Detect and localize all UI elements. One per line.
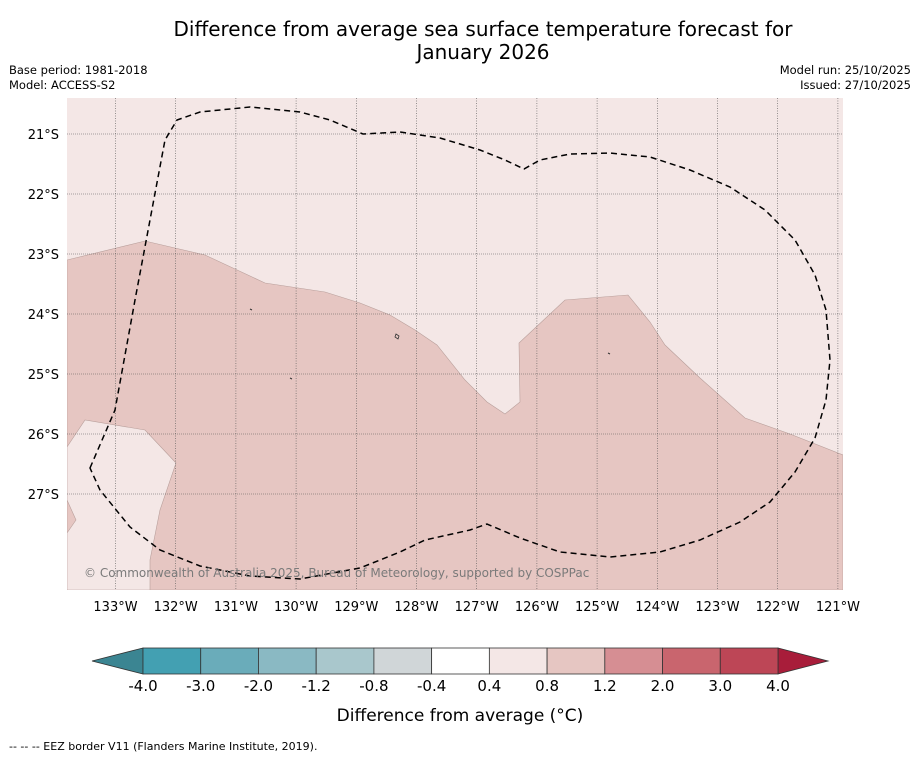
- colorbar-segment: [662, 647, 721, 675]
- longitude-label: 122°W: [756, 600, 800, 615]
- latitude-label: 26°S: [28, 428, 59, 443]
- title-line-1: Difference from average sea surface temp…: [173, 17, 793, 41]
- island-marker: [394, 333, 400, 340]
- latitude-label: 23°S: [28, 248, 59, 263]
- colorbar: -4.0 -3.0 -2.0 -1.2 -0.8 -0.4 0.4 0.8 1.2 2.0 3.0 4…: [91, 647, 830, 695]
- longitude-label: 126°W: [515, 600, 559, 615]
- graticule: [67, 98, 843, 590]
- colorbar-segment: [488, 647, 548, 675]
- latitude-label: 25°S: [28, 368, 59, 383]
- latitude-label: 24°S: [28, 308, 59, 323]
- colorbar-tick-label: 0.8: [535, 677, 559, 695]
- island-marker: [289, 377, 293, 380]
- colorbar-tick-label: -1.2: [302, 677, 331, 695]
- longitude-label: 130°W: [274, 600, 318, 615]
- sst-anomaly-map: © Commonwealth of Australia 2025, Bureau…: [28, 98, 860, 726]
- colorbar-tick-label: -0.8: [359, 677, 388, 695]
- colorbar-tick-label: 0.4: [477, 677, 501, 695]
- longitude-label: 123°W: [695, 600, 739, 615]
- colorbar-tick-label: 2.0: [651, 677, 675, 695]
- longitude-label: 127°W: [455, 600, 499, 615]
- latitude-label: 21°S: [28, 128, 59, 143]
- longitude-label: 128°W: [394, 600, 438, 615]
- colorbar-tick-label: 3.0: [708, 677, 732, 695]
- island-marker: [607, 352, 611, 355]
- longitude-label: 133°W: [93, 600, 137, 615]
- meta-left: Base period: 1981-2018 Model: ACCESS-S2: [9, 63, 148, 93]
- colorbar-tick-label: -2.0: [244, 677, 273, 695]
- title-line-2: January 2026: [416, 40, 550, 64]
- colorbar-tick-label: -0.4: [417, 677, 446, 695]
- colorbar-tick-label: -3.0: [186, 677, 215, 695]
- longitude-label: 129°W: [334, 600, 378, 615]
- longitude-label: 125°W: [575, 600, 619, 615]
- copyright-notice: © Commonwealth of Australia 2025, Bureau…: [84, 566, 589, 580]
- colorbar-label: Difference from average (°C): [337, 706, 584, 726]
- model-name: Model: ACCESS-S2: [9, 78, 116, 92]
- colorbar-segment: [431, 647, 490, 675]
- model-run: Model run: 25/10/2025: [779, 63, 911, 77]
- map-plot-area: © Commonwealth of Australia 2025, Bureau…: [67, 98, 843, 590]
- colorbar-extend-high: [777, 647, 830, 675]
- latitude-labels: 21°S 22°S 23°S 24°S 25°S 26°S 27°S: [28, 128, 59, 503]
- colorbar-segment: [315, 647, 375, 675]
- colorbar-segment: [546, 647, 606, 675]
- latitude-label: 27°S: [28, 488, 59, 503]
- colorbar-tick-label: 1.2: [593, 677, 617, 695]
- chart-title: Difference from average sea surface temp…: [0, 18, 919, 64]
- colorbar-segment: [142, 647, 202, 675]
- longitude-labels: 133°W 132°W 131°W 130°W 129°W 128°W 127°W 126°W…: [93, 600, 860, 615]
- latitude-label: 22°S: [28, 188, 59, 203]
- issued-date: Issued: 27/10/2025: [800, 78, 911, 92]
- anomaly-region-light-sw: [67, 419, 177, 590]
- anomaly-region-warm: [67, 240, 843, 590]
- colorbar-segment: [719, 647, 779, 675]
- colorbar-segment: [604, 647, 663, 675]
- longitude-label: 121°W: [816, 600, 860, 615]
- colorbar-tick-label: -4.0: [128, 677, 157, 695]
- meta-right: Model run: 25/10/2025 Issued: 27/10/2025: [780, 63, 911, 93]
- eez-border: [89, 106, 831, 580]
- colorbar-extend-low: [91, 647, 144, 675]
- longitude-label: 132°W: [154, 600, 198, 615]
- longitude-label: 124°W: [635, 600, 679, 615]
- colorbar-segment: [200, 647, 259, 675]
- base-period: Base period: 1981-2018: [9, 63, 148, 77]
- colorbar-segment: [258, 647, 317, 675]
- colorbar-segment: [373, 647, 433, 675]
- eez-footnote: -- -- -- EEZ border V11 (Flanders Marine…: [9, 740, 318, 753]
- colorbar-tick-label: 4.0: [766, 677, 790, 695]
- island-marker: [249, 308, 253, 311]
- longitude-label: 131°W: [214, 600, 258, 615]
